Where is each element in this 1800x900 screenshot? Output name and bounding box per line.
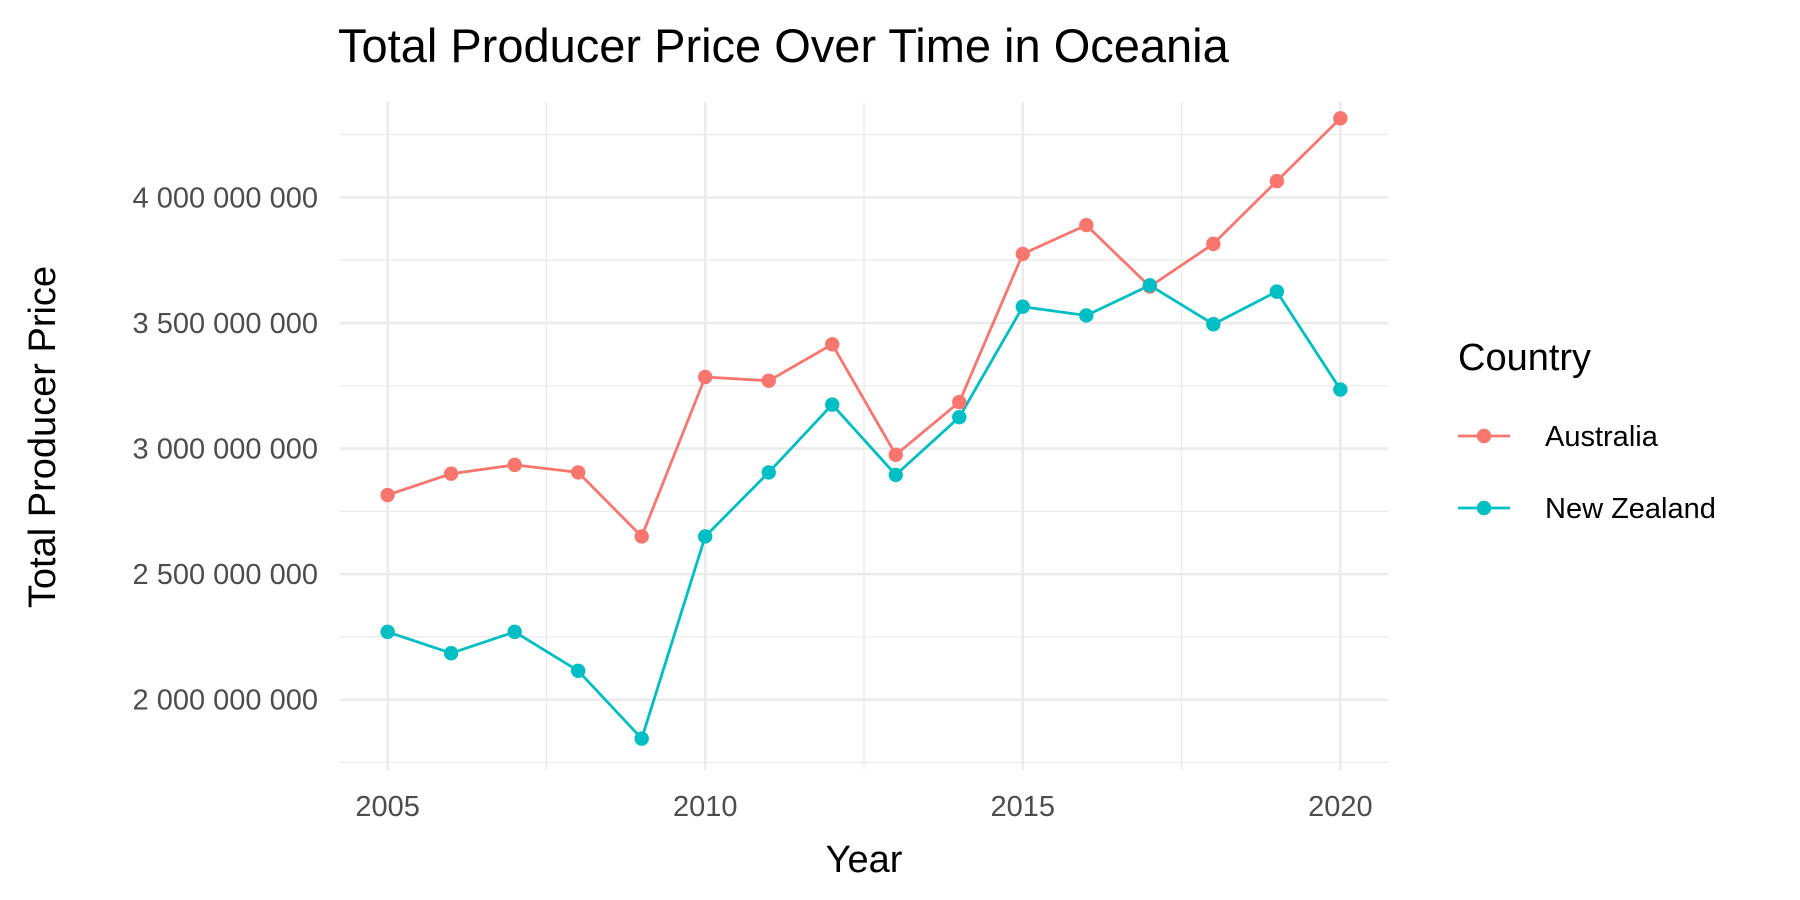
x-axis-ticks: 2005 2010 2015 2020	[355, 791, 1372, 823]
data-point-series-0	[1015, 246, 1030, 262]
legend-key-point	[1476, 500, 1492, 516]
data-point-series-0	[1079, 217, 1094, 233]
series-line-0	[387, 117, 1342, 538]
y-axis-title: Total Producer Price	[22, 266, 64, 608]
legend: Country Australia New Zealand	[1458, 337, 1716, 525]
data-point-series-0	[634, 529, 649, 544]
y-axis-ticks: 2 000 000 000 2 500 000 000 3 000 000 000 3…	[133, 182, 318, 716]
data-point-series-1	[825, 397, 840, 412]
data-point-series-0	[380, 487, 395, 503]
data-point-series-0	[698, 369, 713, 385]
legend-label: Australia	[1545, 421, 1659, 453]
data-point-series-1	[888, 467, 903, 483]
data-point-series-0	[443, 466, 459, 481]
data-point-series-1	[1142, 278, 1158, 293]
data-point-series-0	[507, 457, 522, 473]
data-point-series-1	[443, 646, 459, 661]
data-point-series-1	[570, 663, 586, 679]
x-tick-label: 2010	[673, 791, 738, 823]
data-point-series-1	[761, 465, 776, 480]
data-point-series-1	[634, 731, 649, 746]
legend-key-point	[1476, 428, 1492, 444]
data-point-series-1	[507, 624, 522, 640]
legend-label: New Zealand	[1545, 493, 1716, 525]
x-tick-label: 2005	[355, 791, 420, 823]
y-tick-label: 3 000 000 000	[133, 434, 318, 466]
x-tick-label: 2020	[1308, 791, 1373, 823]
y-tick-label: 3 500 000 000	[133, 308, 318, 340]
data-point-series-0	[1206, 236, 1221, 252]
data-point-series-1	[698, 529, 713, 544]
grid	[340, 102, 1388, 770]
data-point-series-0	[1333, 111, 1348, 126]
data-point-series-1	[952, 409, 967, 425]
series-line-1	[387, 283, 1342, 740]
data-point-series-0	[570, 465, 586, 480]
data-point-series-1	[1079, 308, 1094, 323]
data-point-series-0	[952, 394, 967, 410]
data-point-series-1	[1015, 299, 1030, 314]
y-tick-label: 4 000 000 000	[133, 182, 318, 214]
data-point-series-0	[1269, 173, 1285, 189]
data-point-series-1	[380, 624, 395, 640]
legend-items: Australia New Zealand	[1458, 421, 1716, 525]
y-tick-label: 2 500 000 000	[133, 559, 318, 591]
chart-title: Total Producer Price Over Time in Oceani…	[338, 19, 1230, 72]
y-tick-label: 2 000 000 000	[133, 685, 318, 717]
data-point-series-1	[1333, 382, 1348, 397]
x-axis-title: Year	[826, 839, 903, 881]
data-point-series-1	[1206, 317, 1221, 332]
legend-title: Country	[1458, 337, 1591, 379]
data-point-series-0	[825, 337, 840, 352]
data-point-series-1	[1269, 284, 1285, 299]
series-layer	[380, 111, 1348, 746]
x-tick-label: 2015	[991, 791, 1056, 823]
data-point-series-0	[761, 373, 776, 388]
data-point-series-0	[888, 447, 903, 463]
